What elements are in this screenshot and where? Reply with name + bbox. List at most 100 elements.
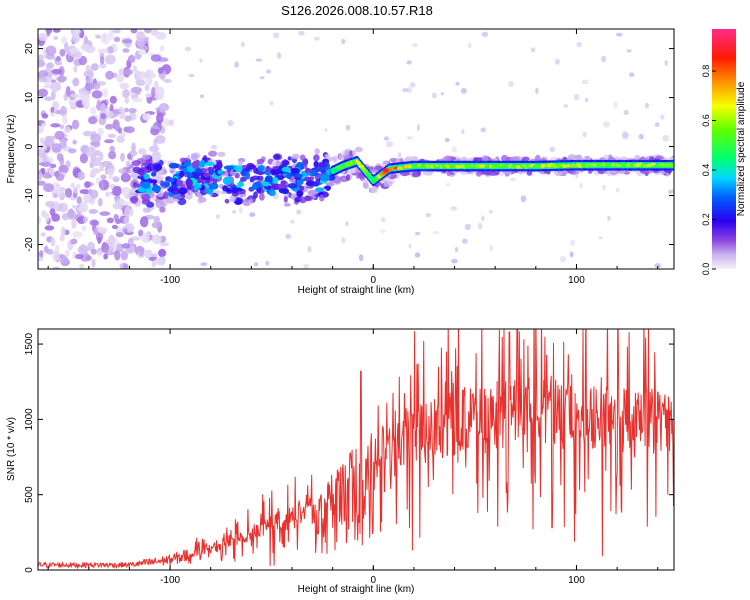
spectrogram-cell <box>105 107 111 116</box>
spectrogram-cell <box>122 228 128 233</box>
spectrogram-cell <box>102 32 107 43</box>
spectrogram-cell <box>70 93 80 98</box>
spectrogram-cell <box>93 82 101 90</box>
spectrogram-cell <box>125 160 131 168</box>
spectrogram-cell <box>460 87 467 94</box>
spectrogram-cell <box>153 216 160 223</box>
spectrogram-cell <box>143 173 150 180</box>
spectrogram-cell <box>210 144 217 150</box>
spectrogram-cell <box>287 156 292 161</box>
spectrogram-cell <box>102 88 109 98</box>
spectrogram-cell <box>576 41 582 48</box>
spectrogram-cell <box>89 106 97 115</box>
snr-x-tick-label: -100 <box>160 575 180 586</box>
spectrogram-cell <box>75 253 84 260</box>
spectrogram-cell <box>104 139 114 144</box>
spectrogram-cell <box>654 122 660 127</box>
spectrogram-cell <box>205 161 215 167</box>
spectrogram-cell <box>38 76 48 83</box>
spectrogram-cell <box>188 73 195 78</box>
spectrogram-cell <box>464 223 471 231</box>
spectrogram-cell <box>155 31 167 40</box>
spectrogram-cell <box>105 70 114 80</box>
spectrogram-cell <box>123 69 134 76</box>
spectrogram-cell <box>128 107 137 114</box>
spectrogram-cell <box>251 184 257 191</box>
spectrogram-cell <box>118 68 124 75</box>
spectrogram-cell <box>280 180 287 185</box>
spectrogram-cell <box>96 99 101 107</box>
spectrogram-cell <box>256 158 265 164</box>
spectrogram-cell <box>41 113 49 119</box>
spectrogram-cell <box>122 89 130 99</box>
spectrogram-cell <box>117 127 123 134</box>
spectrogram-cell <box>216 214 220 220</box>
spectrogram-cell <box>454 246 459 253</box>
spectrogram-cell <box>114 249 121 261</box>
spectrogram-cell <box>106 217 114 224</box>
spectrogram-cell <box>105 123 114 130</box>
spectrogram-cell <box>291 153 300 160</box>
spectrogram-cell <box>406 60 412 65</box>
spectrogram-cell <box>151 86 156 98</box>
spectrogram-cell <box>98 152 104 161</box>
spectrogram-cell <box>44 213 50 222</box>
spectrogram-y-tick-label: -20 <box>24 237 35 252</box>
spectrogram-cell <box>96 250 103 256</box>
spectrogram-cell <box>120 132 126 137</box>
spectrogram-cell <box>131 142 136 153</box>
spectrogram-cell <box>318 162 328 168</box>
spectrogram-cell <box>357 161 361 166</box>
spectrogram-cell <box>73 187 78 194</box>
spectrogram-cell <box>508 81 514 87</box>
spectrogram-cell <box>127 153 132 160</box>
spectrogram-cell <box>581 79 589 85</box>
spectrogram-cell <box>208 150 218 157</box>
spectrogram-cell <box>488 171 499 176</box>
spectrogram-cell <box>168 177 176 183</box>
spectrogram-cell <box>481 215 485 222</box>
spectrogram-cell <box>41 122 46 128</box>
spectrogram-cell <box>240 41 245 48</box>
colorbar-tick-label: 0.2 <box>701 213 711 226</box>
spectrogram-cell <box>158 103 170 112</box>
spectrogram-cell <box>665 172 670 178</box>
spectrogram-cell <box>287 183 298 189</box>
spectrogram-cell <box>99 63 107 69</box>
spectrogram-cell <box>42 152 48 163</box>
spectrogram-cell <box>296 191 303 198</box>
spectrogram-cell <box>97 237 102 244</box>
spectrogram-cell <box>389 157 397 163</box>
spectrogram-y-tick-label: -10 <box>24 188 35 203</box>
spectrogram-cell <box>362 182 369 189</box>
spectrogram-cell <box>86 78 94 84</box>
spectrogram-cell <box>249 212 256 218</box>
spectrogram-cell <box>124 126 135 134</box>
spectrogram-cell <box>369 166 375 171</box>
spectrogram-cell <box>177 198 187 206</box>
spectrogram-cell <box>90 189 99 199</box>
spectrogram-cell <box>664 59 669 67</box>
spectrogram-cell <box>216 161 223 170</box>
colorbar-label: Normalized spectral amplitude <box>736 81 747 216</box>
spectrogram-cell <box>234 198 243 205</box>
spectrogram-cell <box>79 263 85 269</box>
spectrogram-cell <box>270 169 280 174</box>
spectrogram-cell <box>312 182 320 187</box>
spectrogram-cell <box>142 207 152 213</box>
spectrogram-cell <box>623 170 631 175</box>
spectrogram-cell <box>113 214 119 221</box>
spectrogram-x-tick-label: 0 <box>370 275 376 286</box>
spectrogram-cell <box>66 163 71 168</box>
spectrogram-cell <box>55 183 61 189</box>
spectrogram-cell <box>113 36 121 43</box>
spectrogram-cell <box>87 69 94 79</box>
spectrogram-cell <box>341 237 346 244</box>
spectrogram-cell <box>163 78 172 83</box>
spectrogram-cell <box>51 143 62 153</box>
spectrogram-cell <box>227 120 234 126</box>
spectrogram-cell <box>668 189 674 194</box>
spectrogram-cell <box>61 213 69 221</box>
spectrogram-cell <box>151 179 158 184</box>
